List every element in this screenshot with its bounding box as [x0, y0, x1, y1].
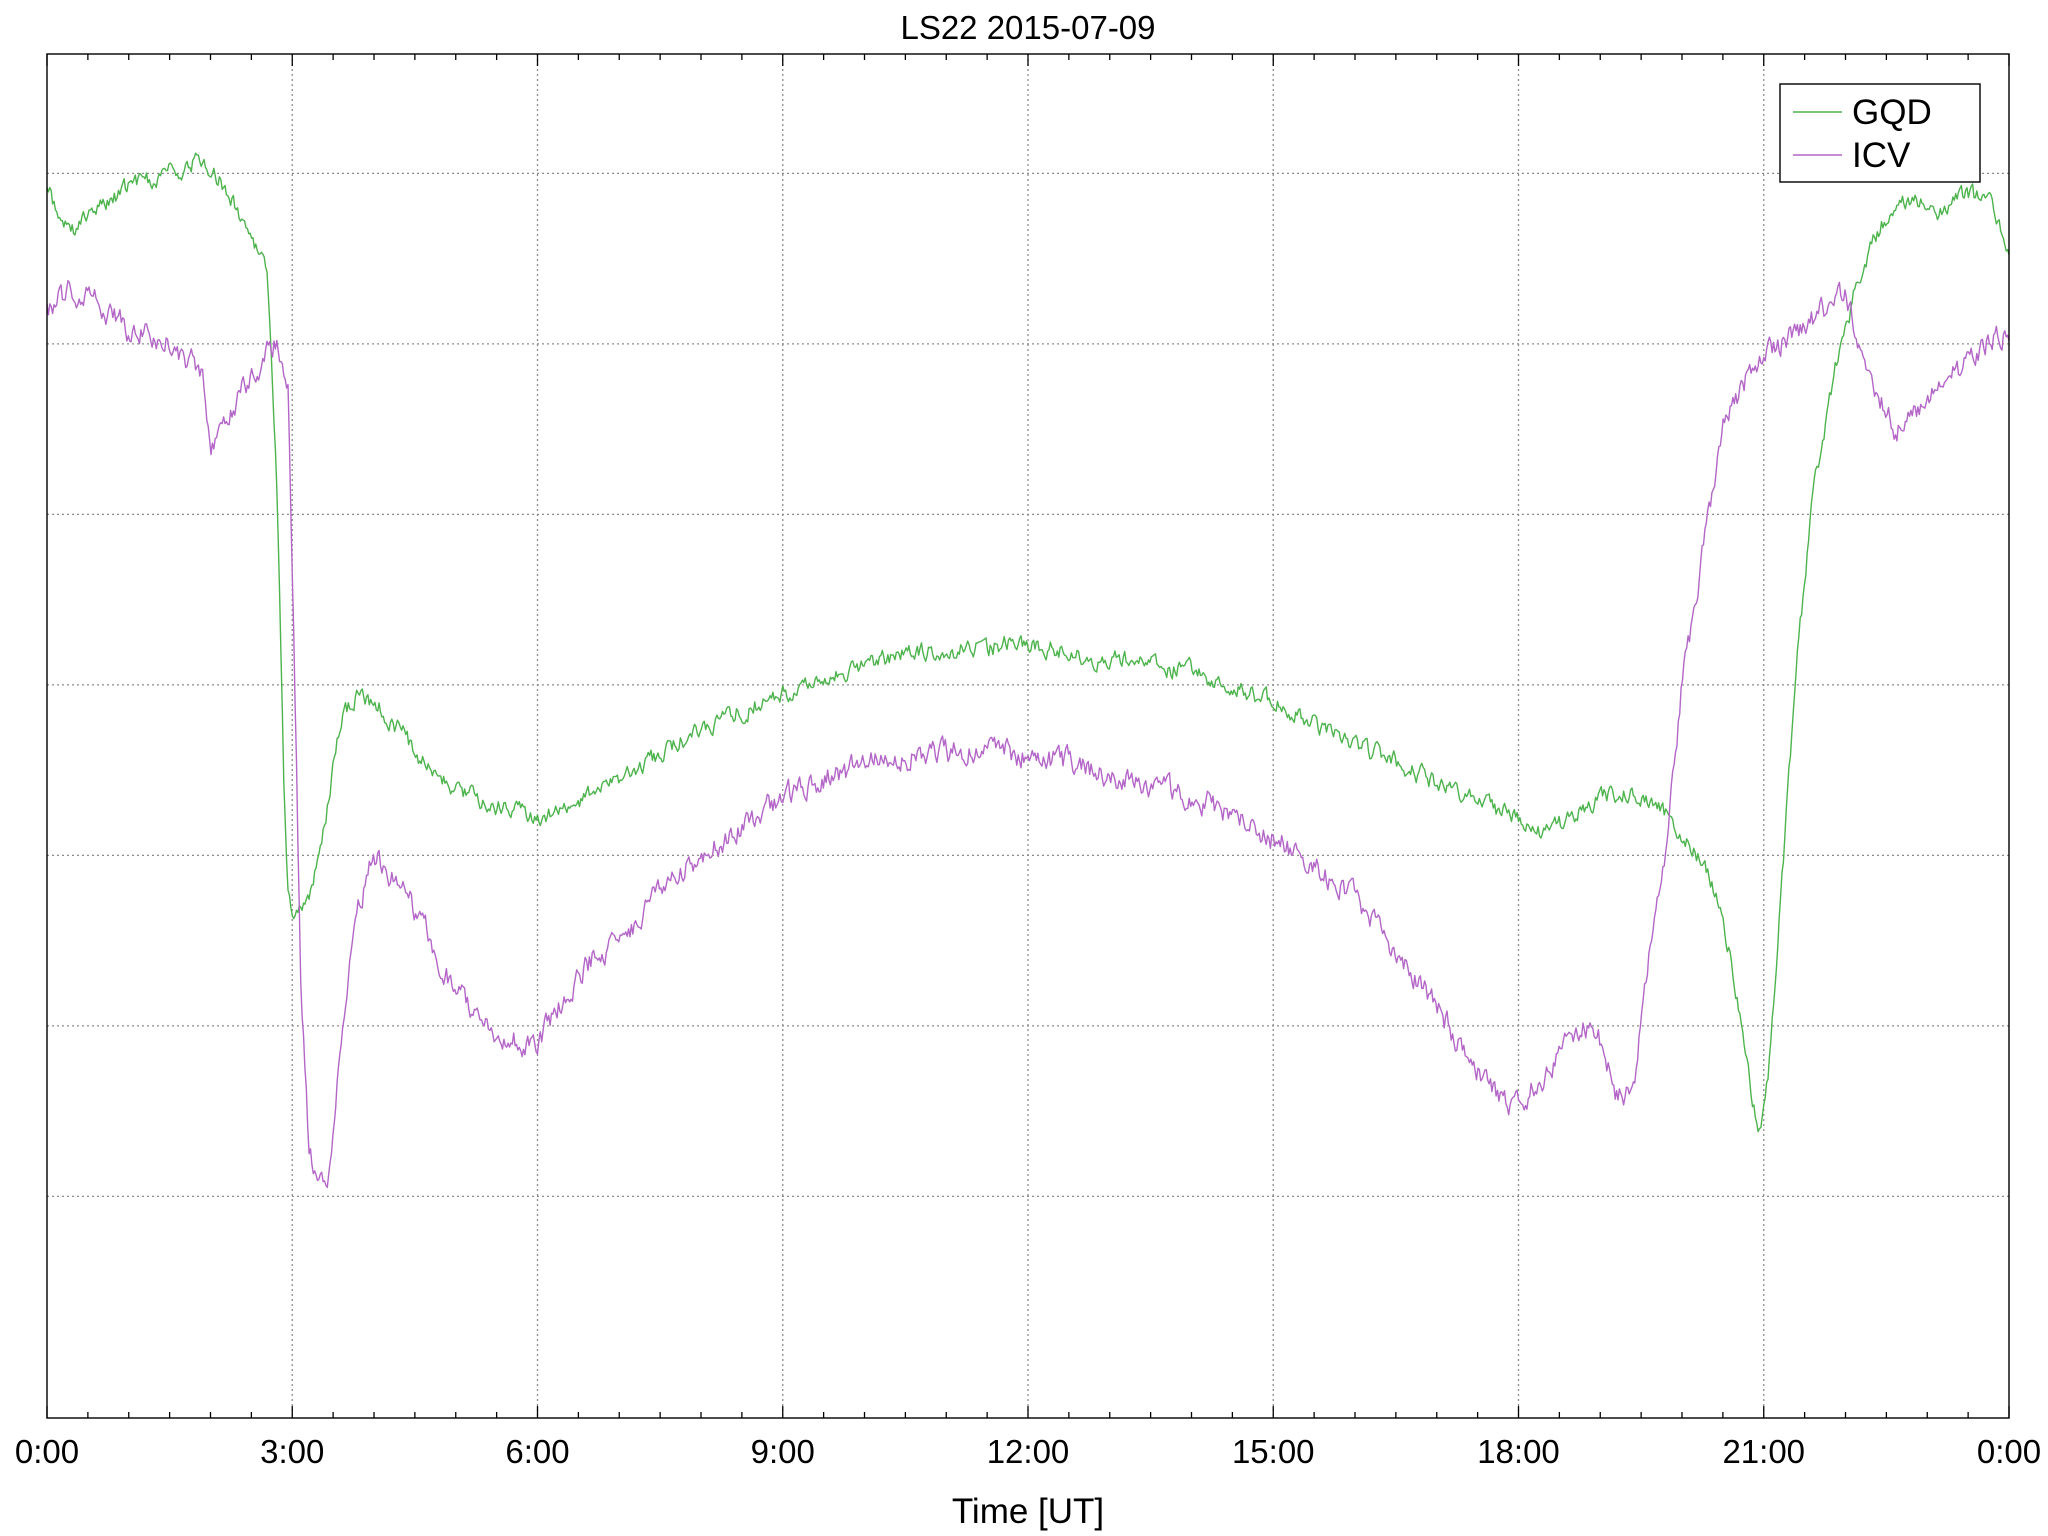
x-tick-label: 15:00 [1232, 1433, 1315, 1470]
x-tick-label: 12:00 [987, 1433, 1070, 1470]
series-lines [46, 152, 2010, 1189]
chart-title: LS22 2015-07-09 [900, 9, 1155, 46]
x-tick-label: 9:00 [751, 1433, 815, 1470]
x-tick-label: 18:00 [1477, 1433, 1560, 1470]
legend: GQD ICV [1779, 83, 1981, 183]
x-tick-label: 21:00 [1722, 1433, 1805, 1470]
x-tick-label: 6:00 [505, 1433, 569, 1470]
legend-box [1779, 83, 1981, 183]
x-axis-ticks [46, 54, 2010, 1418]
x-tick-label: 3:00 [260, 1433, 324, 1470]
gridlines [47, 54, 2009, 1418]
x-axis-tick-labels: 0:00 3:00 6:00 9:00 12:00 15:00 18:00 21:00 0:00 [15, 1433, 2041, 1470]
x-tick-label: 0:00 [15, 1433, 79, 1470]
series-line-gqd [46, 152, 2010, 1133]
legend-label-gqd: GQD [1852, 93, 1932, 132]
x-axis-label: Time [UT] [952, 1492, 1104, 1531]
series-line-icv [46, 279, 2010, 1189]
x-tick-label: 0:00 [1977, 1433, 2041, 1470]
legend-label-icv: ICV [1852, 136, 1911, 175]
